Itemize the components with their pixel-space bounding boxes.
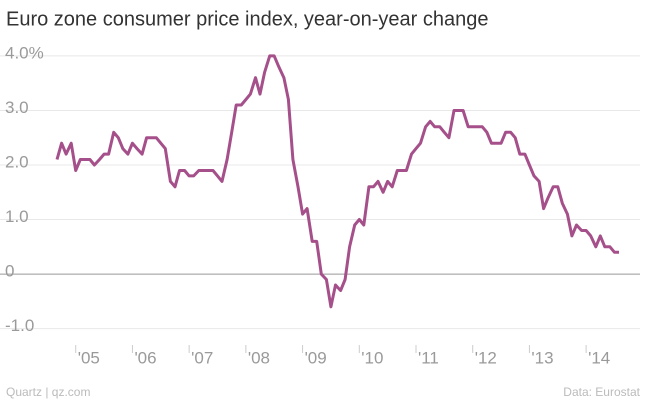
line — [55, 54, 619, 309]
source: Data: Eurostat — [563, 385, 640, 399]
x-tick-label: '07 — [191, 348, 213, 367]
x-tick-label: '05 — [78, 348, 100, 367]
x-tick-label: '09 — [305, 348, 327, 367]
y-tick-label: 1.0 — [5, 207, 29, 226]
y-tick-label: 3.0 — [5, 98, 29, 117]
y-tick-label: 2.0 — [5, 152, 29, 171]
x-tick-label: '08 — [248, 348, 270, 367]
x-tick-label: '13 — [531, 348, 553, 367]
chart-title: Euro zone consumer price index, year-on-… — [6, 8, 488, 30]
y-tick-label: 4.0% — [5, 43, 44, 62]
x-tick-label: '11 — [418, 348, 439, 367]
credit: Quartz | qz.com — [6, 385, 90, 399]
x-tick-label: '12 — [475, 348, 497, 367]
x-tick-label: '14 — [588, 348, 610, 367]
x-tick-label: '06 — [134, 348, 156, 367]
y-tick-label: -1.0 — [5, 316, 34, 335]
x-tick-label: '10 — [361, 348, 383, 367]
y-tick-label: 0 — [5, 262, 14, 281]
